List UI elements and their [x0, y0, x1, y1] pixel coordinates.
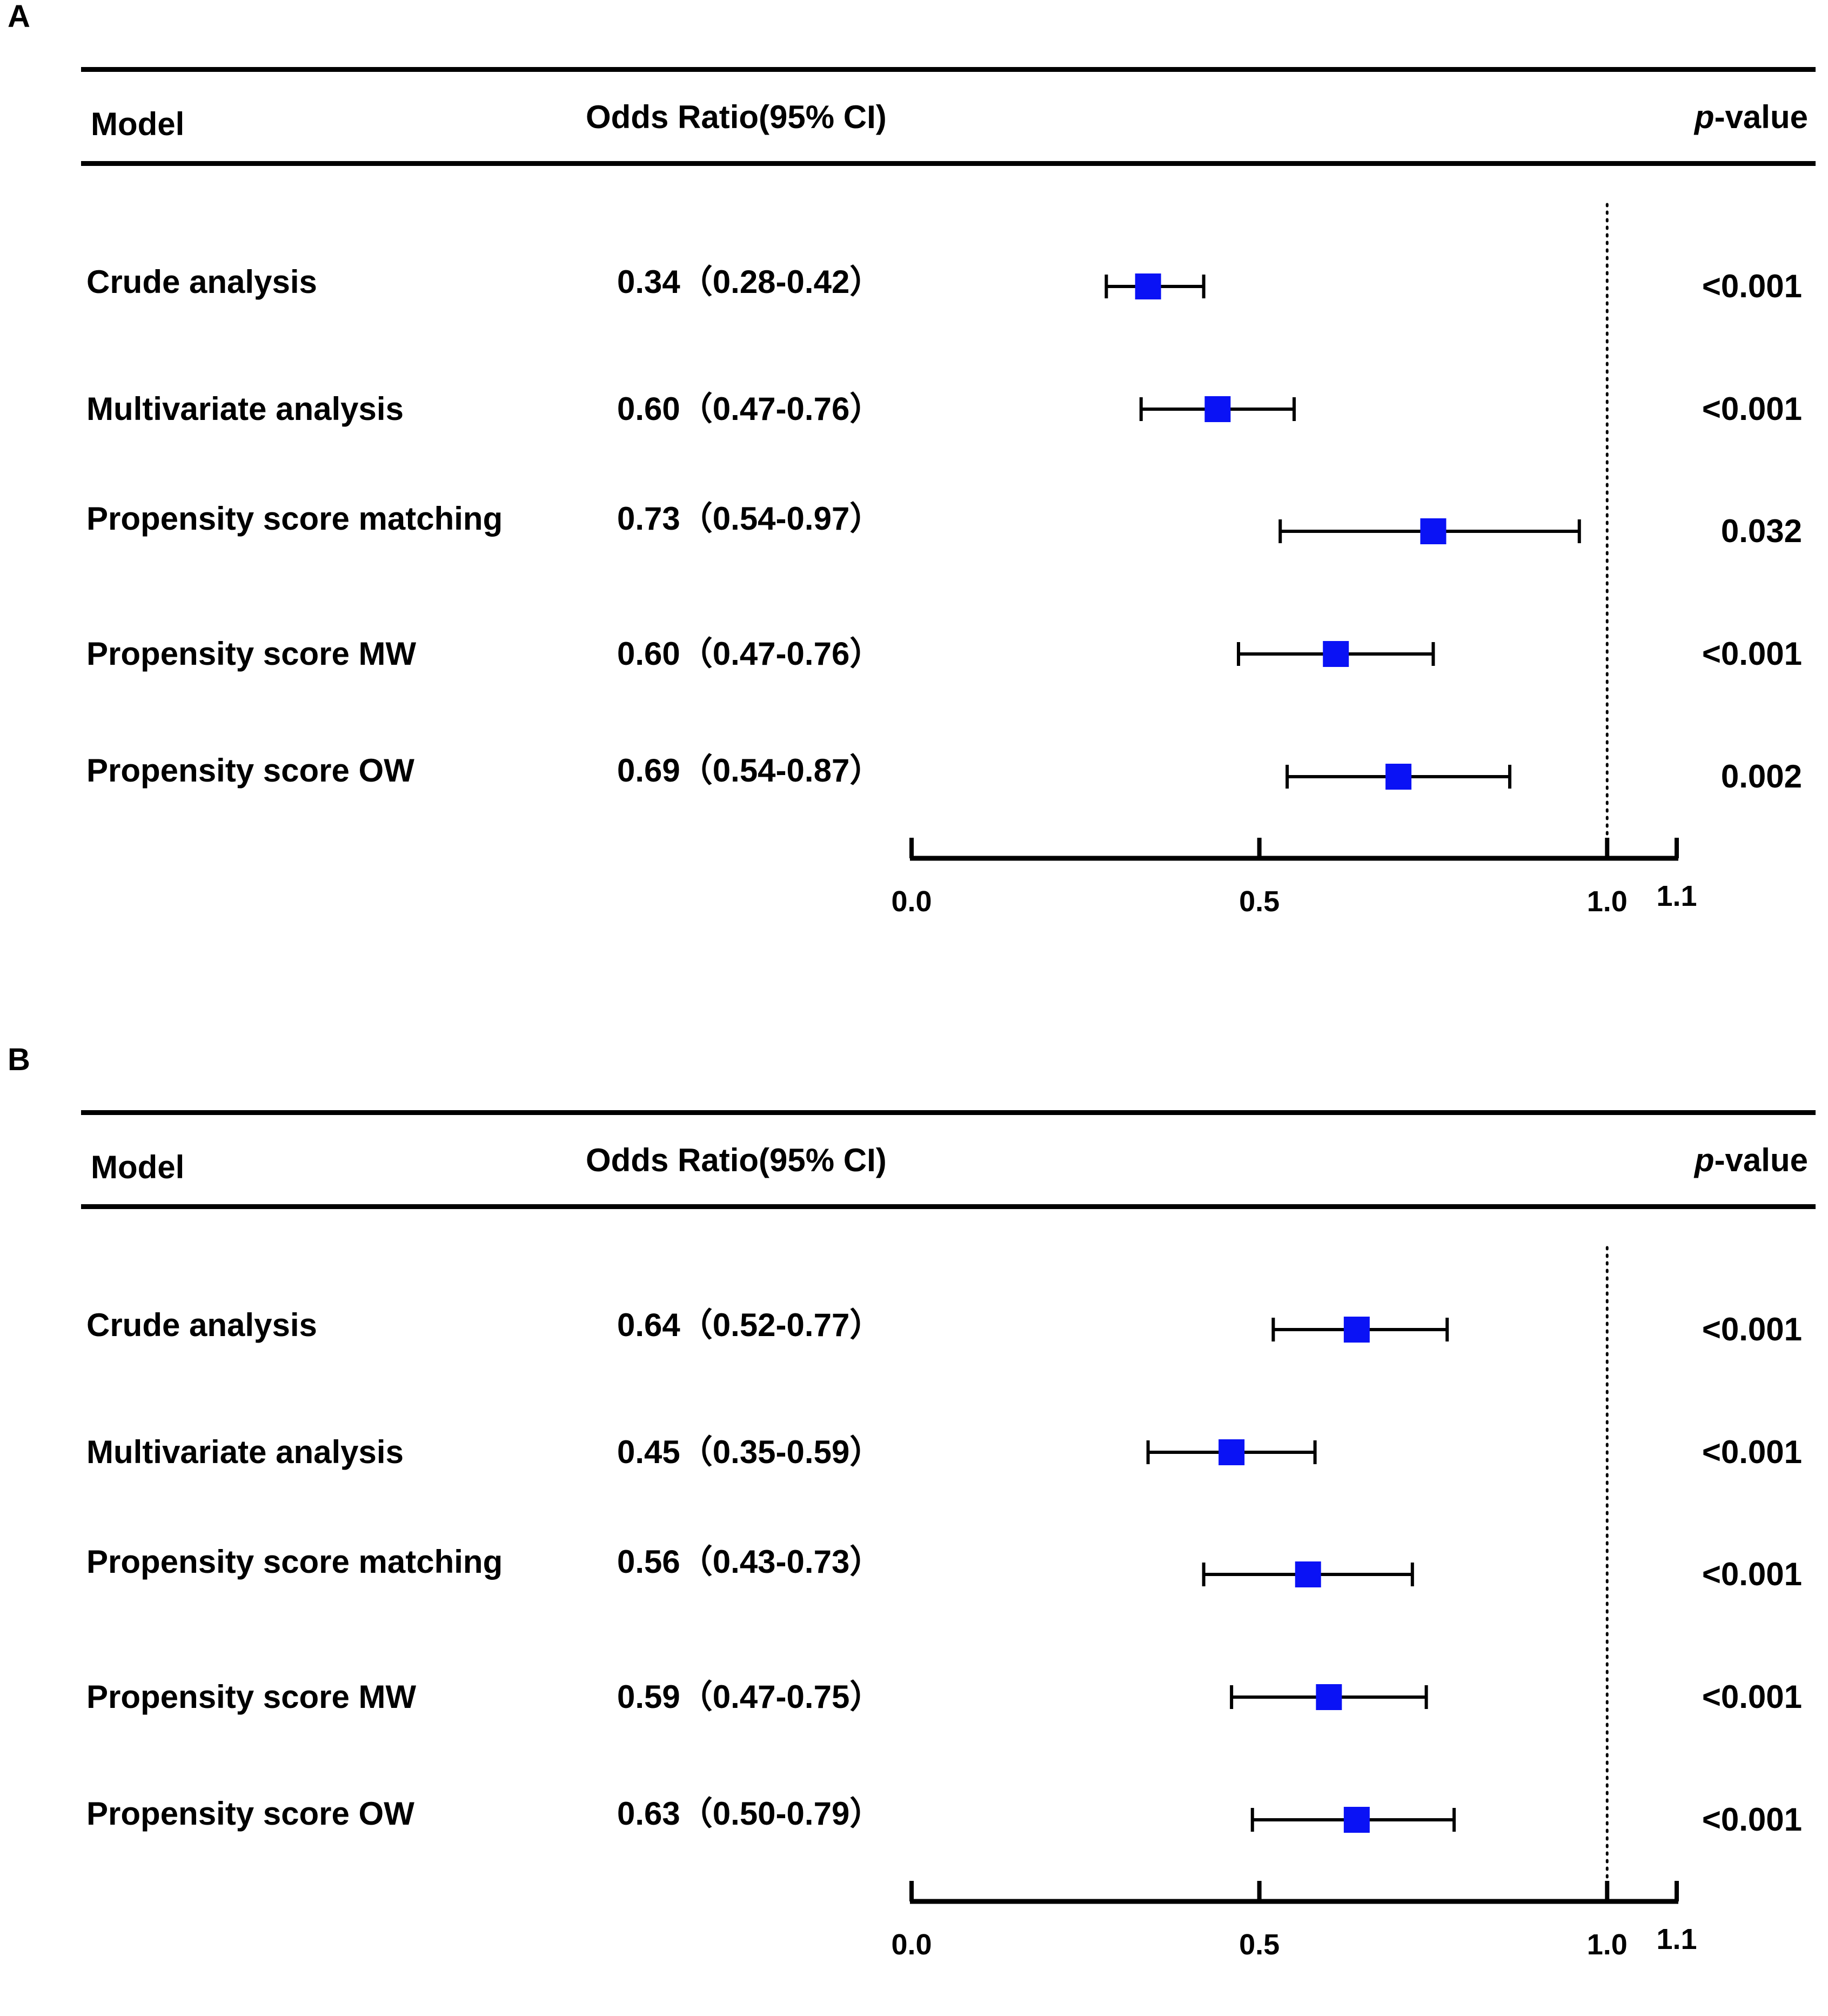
header-p-rest: -value	[1714, 99, 1808, 135]
point-estimate-marker	[1343, 1317, 1370, 1343]
row-odds-ratio: 0.63（0.50-0.79）	[617, 1795, 882, 1832]
point-estimate-marker	[1135, 273, 1161, 299]
row-model-label: Propensity score MW	[86, 636, 417, 672]
panel-label: A	[8, 0, 30, 34]
row-p-value: <0.001	[1702, 636, 1802, 672]
row-odds-ratio: 0.56（0.43-0.73）	[617, 1544, 882, 1580]
table-header-rule	[81, 1204, 1816, 1209]
row-p-value: <0.001	[1702, 1311, 1802, 1347]
header-p-value: p-value	[1695, 101, 1808, 133]
row-p-value: 0.032	[1720, 513, 1802, 549]
point-estimate-marker	[1323, 641, 1349, 667]
header-model: Model	[91, 1149, 185, 1185]
point-estimate-marker	[1343, 1807, 1370, 1833]
row-p-value: <0.001	[1702, 1679, 1802, 1715]
row-p-value: 0.002	[1720, 758, 1802, 795]
header-model: Model	[91, 106, 185, 142]
point-estimate-marker	[1295, 1561, 1321, 1587]
header-p-value: p-value	[1695, 1144, 1808, 1177]
row-model-label: Propensity score OW	[86, 752, 414, 789]
point-estimate-marker	[1218, 1439, 1245, 1465]
row-odds-ratio: 0.60（0.47-0.76）	[617, 391, 882, 427]
row-model-label: Multivariate analysis	[86, 391, 404, 427]
header-p-italic: p	[1694, 99, 1715, 135]
row-odds-ratio: 0.60（0.47-0.76）	[617, 636, 882, 672]
row-model-label: Propensity score matching	[86, 1544, 503, 1580]
forest-plot-panel-a: A Model Odds Ratio(95% CI) p-value Crude…	[0, 0, 1828, 973]
x-tick-label: 0.0	[891, 885, 932, 918]
point-estimate-marker	[1385, 764, 1412, 790]
point-estimate-marker	[1316, 1684, 1342, 1710]
row-p-value: <0.001	[1702, 1434, 1802, 1470]
header-odds-ratio: Odds Ratio(95% CI)	[586, 1142, 887, 1178]
row-p-value: <0.001	[1702, 391, 1802, 427]
row-odds-ratio: 0.69（0.54-0.87）	[617, 752, 882, 789]
x-tick-label: 0.5	[1239, 885, 1280, 918]
row-model-label: Propensity score matching	[86, 500, 503, 537]
x-tick-label: 1.0	[1587, 885, 1628, 918]
row-model-label: Multivariate analysis	[86, 1434, 404, 1470]
forest-plot-area: 0.0 0.5 1.0 1.1	[891, 1246, 1697, 1961]
row-p-value: <0.001	[1702, 268, 1802, 304]
point-estimate-marker	[1420, 518, 1447, 544]
table-header-rule	[81, 161, 1816, 166]
forest-plot-panel-b: B Model Odds Ratio(95% CI) p-value Crude…	[0, 1043, 1828, 2016]
header-p-rest: -value	[1714, 1142, 1808, 1178]
table-top-rule	[81, 67, 1816, 72]
x-tick-label: 1.0	[1587, 1928, 1628, 1961]
header-p-italic: p	[1694, 1142, 1715, 1178]
header-odds-ratio: Odds Ratio(95% CI)	[586, 99, 887, 135]
row-p-value: <0.001	[1702, 1556, 1802, 1592]
row-odds-ratio: 0.64（0.52-0.77）	[617, 1307, 882, 1343]
x-tick-label: 1.1	[1656, 880, 1697, 912]
row-model-label: Propensity score MW	[86, 1679, 417, 1715]
x-tick-label: 1.1	[1656, 1923, 1697, 1955]
row-model-label: Propensity score OW	[86, 1795, 414, 1832]
table-top-rule	[81, 1110, 1816, 1115]
x-tick-label: 0.0	[891, 1928, 932, 1961]
x-tick-label: 0.5	[1239, 1928, 1280, 1961]
forest-plot-area: 0.0 0.5 1.0 1.1	[891, 203, 1697, 918]
row-odds-ratio: 0.45（0.35-0.59）	[617, 1434, 882, 1470]
row-model-label: Crude analysis	[86, 1307, 317, 1343]
row-p-value: <0.001	[1702, 1801, 1802, 1838]
row-odds-ratio: 0.73（0.54-0.97）	[617, 500, 882, 537]
row-odds-ratio: 0.34（0.28-0.42）	[617, 264, 882, 300]
row-model-label: Crude analysis	[86, 264, 317, 300]
panel-label: B	[8, 1042, 30, 1077]
row-odds-ratio: 0.59（0.47-0.75）	[617, 1679, 882, 1715]
point-estimate-marker	[1204, 396, 1231, 422]
